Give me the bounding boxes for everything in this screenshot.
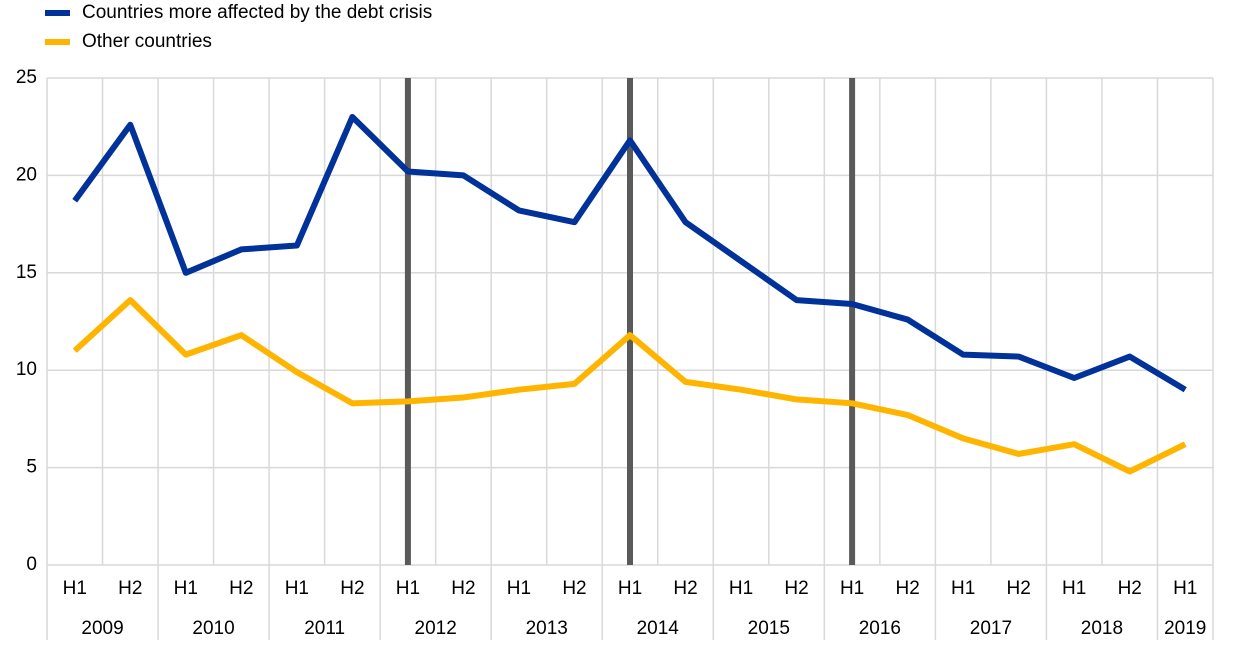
x-group-label: 2013 [526,618,568,639]
x-tick-label: H1 [507,578,531,599]
x-tick-label: H2 [118,578,142,599]
x-tick-label: H1 [396,578,420,599]
legend-label: Other countries [82,31,212,52]
series-line [72,113,1187,393]
x-tick-label: H2 [784,578,808,599]
x-group-label: 2015 [748,618,790,639]
x-tick-label: H1 [1173,578,1197,599]
series-line [72,297,1187,475]
x-tick-label: H2 [340,578,364,599]
legend-label: Countries more affected by the debt cris… [82,2,432,23]
x-group-label: 2010 [192,618,234,639]
x-group-label: 2012 [415,618,457,639]
x-tick-label: H1 [951,578,975,599]
y-tick-label: 25 [16,67,37,88]
y-tick-label: 10 [16,359,37,380]
x-group-label: 2016 [859,618,901,639]
x-tick-label: H1 [285,578,309,599]
x-group-label: 2017 [970,618,1012,639]
x-tick-label: H2 [562,578,586,599]
x-tick-label: H1 [63,578,87,599]
x-tick-label: H1 [618,578,642,599]
x-tick-label: H1 [1062,578,1086,599]
x-tick-label: H2 [1007,578,1031,599]
x-tick-label: H2 [1118,578,1142,599]
x-group-label: 2019 [1164,618,1206,639]
x-group-label: 2018 [1081,618,1123,639]
x-group-label: 2009 [81,618,123,639]
x-tick-label: H1 [840,578,864,599]
x-tick-label: H2 [451,578,475,599]
x-tick-label: H1 [174,578,198,599]
x-tick-label: H2 [673,578,697,599]
y-tick-label: 0 [26,554,37,575]
x-tick-label: H2 [229,578,253,599]
y-tick-label: 5 [26,457,37,478]
x-group-label: 2014 [637,618,680,639]
x-group-label: 2011 [304,618,345,639]
y-tick-label: 15 [16,262,37,283]
y-tick-label: 20 [16,164,37,185]
x-tick-label: H1 [729,578,753,599]
x-tick-label: H2 [895,578,919,599]
